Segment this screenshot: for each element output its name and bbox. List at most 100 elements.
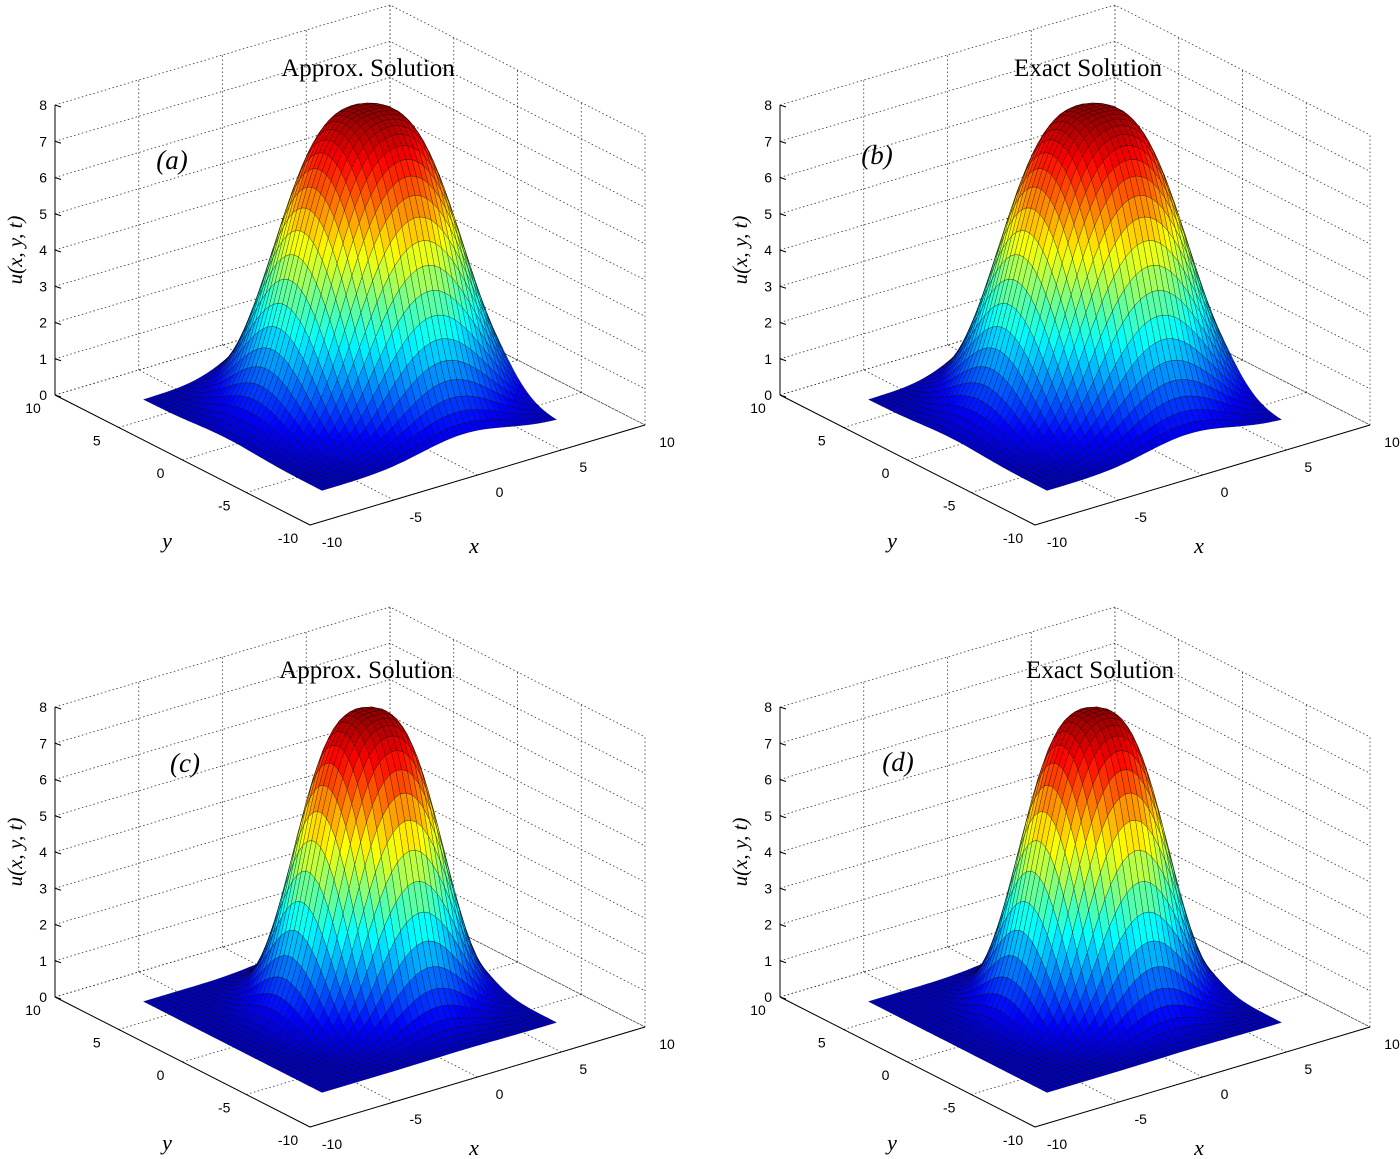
z-tick <box>54 851 62 855</box>
z-tick <box>54 140 62 144</box>
x-tick-label: 5 <box>1304 459 1312 475</box>
z-tick-label: 4 <box>39 844 47 860</box>
gridline-z <box>54 185 646 317</box>
z-tick-label: 1 <box>39 953 47 969</box>
gridline-z <box>54 40 646 172</box>
z-tick-label: 5 <box>39 808 47 824</box>
gridline-z <box>779 4 1371 136</box>
y-tick-label: -10 <box>1003 530 1023 546</box>
x-axis <box>309 424 646 526</box>
y-tick-label: 0 <box>157 1067 165 1083</box>
gridline-z <box>779 40 1371 172</box>
surface <box>143 706 557 1093</box>
y-axis <box>779 394 1036 526</box>
x-tick-label: 5 <box>579 1061 587 1077</box>
y-tick-label: 5 <box>93 1035 101 1051</box>
gridline-z <box>779 185 1371 317</box>
z-tick-label: 2 <box>39 315 47 331</box>
y-tick-label: 10 <box>25 400 41 416</box>
surface-patch <box>317 486 329 491</box>
x-tick-label: 10 <box>1384 434 1400 450</box>
y-axis-label: y <box>885 528 897 553</box>
x-axis-label: x <box>468 533 479 558</box>
gridline-z <box>54 222 646 353</box>
z-tick-label: 5 <box>764 206 772 222</box>
z-tick <box>54 706 62 710</box>
z-tick-label: 3 <box>39 278 47 294</box>
x-axis <box>1034 424 1371 526</box>
z-tick <box>54 924 62 927</box>
z-tick <box>54 960 62 964</box>
z-tick <box>779 358 787 362</box>
x-tick-label: -5 <box>410 509 423 525</box>
z-tick-label: 4 <box>39 242 47 258</box>
x-tick-label: 0 <box>1221 484 1229 500</box>
y-axis-label: y <box>160 528 172 553</box>
chart-title: Exact Solution <box>1014 55 1162 82</box>
z-tick-label: 1 <box>764 351 772 367</box>
z-tick <box>779 285 787 289</box>
z-tick-label: 4 <box>764 242 772 258</box>
y-tick-label: -10 <box>278 1132 298 1148</box>
z-tick-label: 5 <box>39 206 47 222</box>
gridline-z <box>779 258 1371 390</box>
z-tick <box>54 887 62 891</box>
z-tick-label: 6 <box>764 170 772 186</box>
z-tick-label: 1 <box>39 351 47 367</box>
z-tick <box>54 815 62 819</box>
z-tick-label: 6 <box>39 170 47 186</box>
x-tick-label: 10 <box>659 434 675 450</box>
y-tick-label: 10 <box>25 1002 41 1018</box>
z-tick <box>54 285 62 289</box>
z-tick <box>54 779 62 782</box>
chart-title: Approx. Solution <box>281 55 455 82</box>
z-tick <box>779 249 787 253</box>
z-tick <box>54 322 62 325</box>
y-axis <box>54 394 311 526</box>
y-tick-label: 10 <box>750 400 766 416</box>
x-axis-label: x <box>468 1135 479 1159</box>
y-tick-label: 5 <box>818 433 826 449</box>
x-tick-label: -5 <box>410 1111 423 1127</box>
y-tick-label: 0 <box>157 465 165 481</box>
z-axis-label: u(x, y, t) <box>3 216 27 285</box>
z-tick-label: 7 <box>39 735 47 751</box>
x-tick-label: 0 <box>496 484 504 500</box>
z-tick <box>54 104 62 108</box>
y-tick-label: 0 <box>882 465 890 481</box>
panel-label: (b) <box>861 140 892 170</box>
gridline-z <box>779 222 1371 353</box>
x-tick-label: 0 <box>496 1086 504 1102</box>
gridline-z <box>54 77 646 208</box>
z-tick-label: 8 <box>39 699 47 715</box>
y-axis-label: y <box>160 1130 172 1155</box>
x-tick-label: -5 <box>1135 509 1148 525</box>
panel-label: (a) <box>156 145 187 175</box>
z-tick-label: 0 <box>39 387 47 403</box>
z-tick <box>779 140 787 144</box>
x-tick-label: -10 <box>322 1136 342 1152</box>
z-tick-label: 3 <box>39 880 47 896</box>
x-tick-label: -10 <box>1047 534 1067 550</box>
z-tick <box>779 213 787 217</box>
z-tick-label: 7 <box>764 133 772 149</box>
gridline-z <box>54 4 646 136</box>
z-tick <box>54 249 62 253</box>
z-tick-label: 3 <box>764 278 772 294</box>
gridline-z <box>54 113 646 245</box>
x-axis-label: x <box>1193 533 1204 558</box>
z-tick-label: 8 <box>39 97 47 113</box>
z-tick <box>54 213 62 217</box>
z-tick <box>779 322 787 325</box>
surface <box>143 102 557 491</box>
x-tick-label: -10 <box>322 534 342 550</box>
gridline-z <box>779 149 1371 281</box>
surface <box>868 102 1282 491</box>
z-tick <box>54 394 62 398</box>
gridline-z <box>54 258 646 390</box>
y-tick-label: 5 <box>93 433 101 449</box>
